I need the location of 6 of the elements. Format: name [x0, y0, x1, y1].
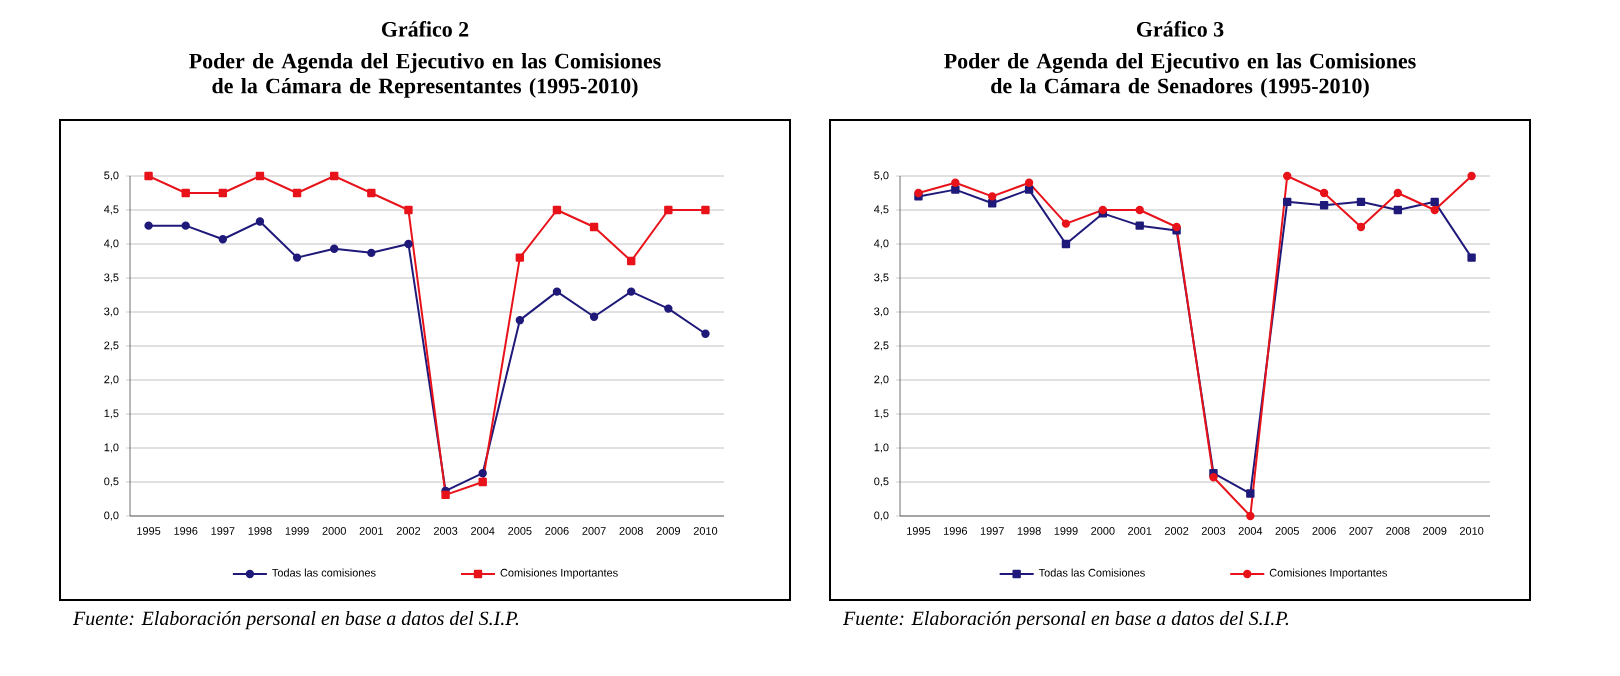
source-note: Fuente: Elaboración personal en base a datos del S.I.P.	[72, 611, 519, 630]
source-note: Fuente: Elaboración personal en base a datos del S.I.P.	[842, 611, 1289, 630]
chart-title: Gráfico 2	[381, 21, 469, 37]
chart-title: Gráfico 3	[1136, 21, 1224, 37]
chart-subtitle: Poder de Agenda del Ejecutivo en las Comisiones de la Cámara de Representantes (1995-2010)	[189, 53, 661, 98]
chart-subtitle: Poder de Agenda del Ejecutivo en las Comisiones de la Cámara de Senadores (1995-2010)	[944, 53, 1416, 98]
